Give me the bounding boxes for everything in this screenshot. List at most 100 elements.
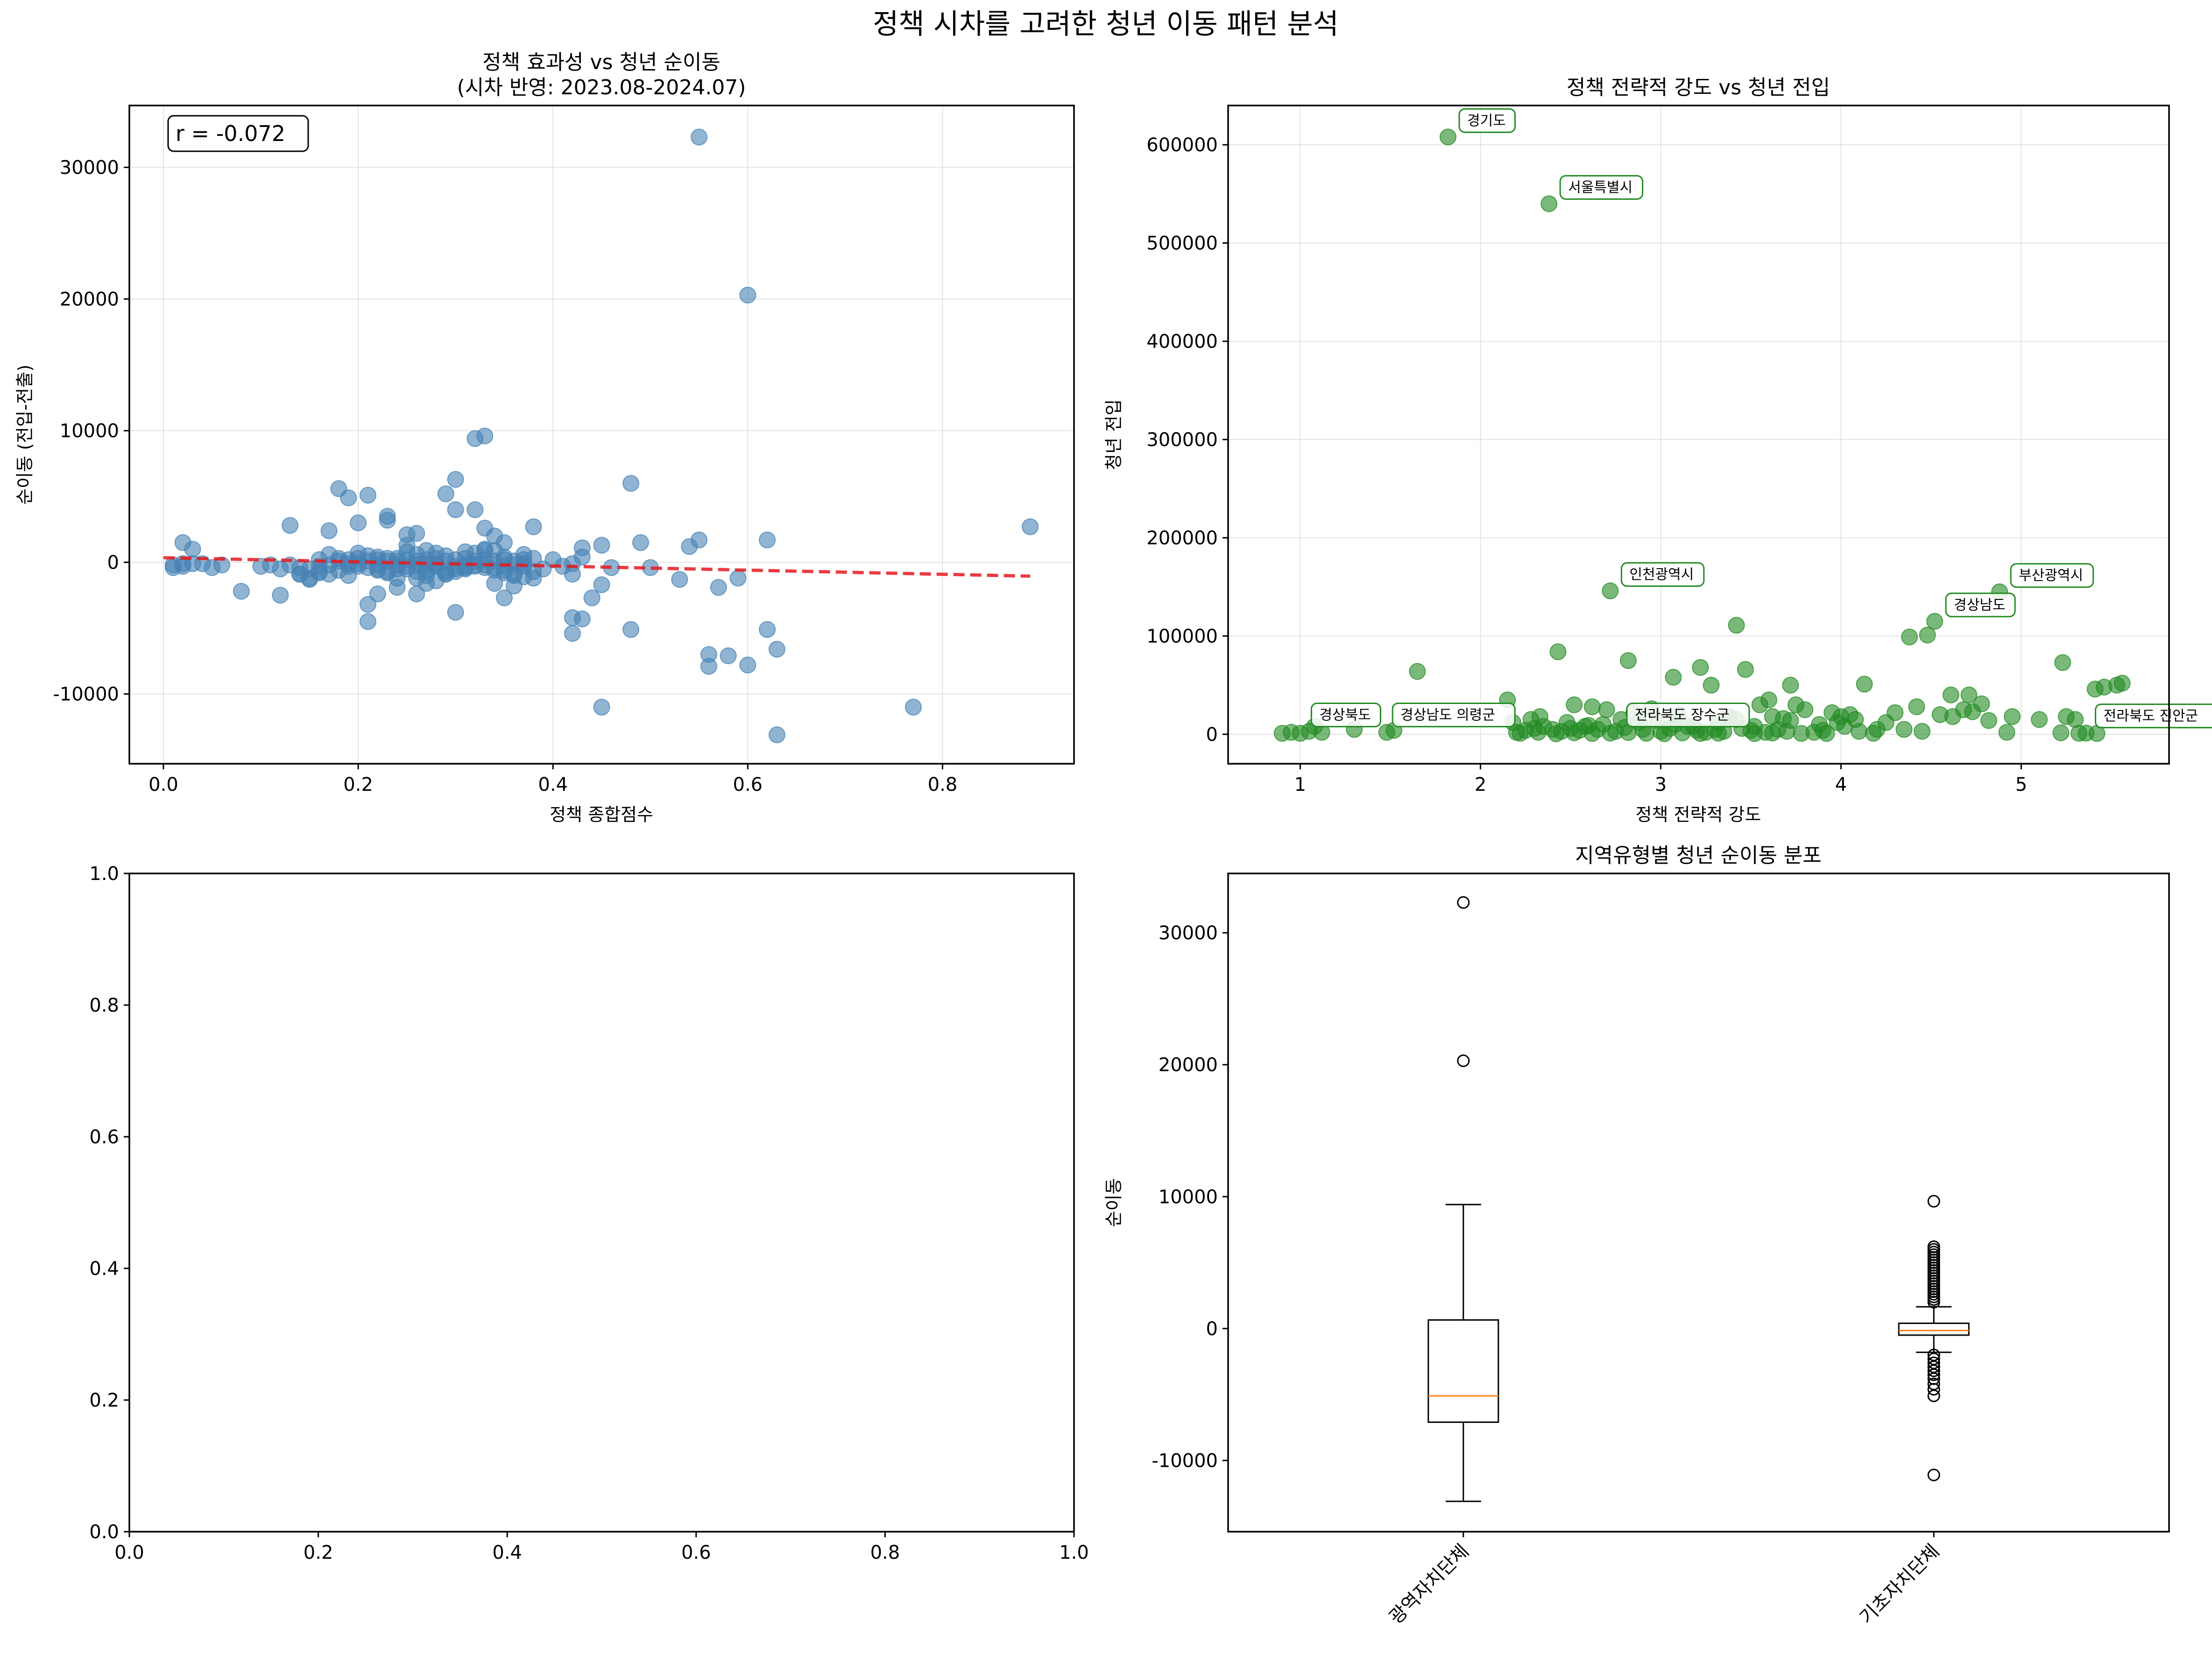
- ax1-point: [447, 471, 464, 488]
- ax1-point: [233, 583, 250, 600]
- box-outlier: [1457, 1054, 1470, 1067]
- panel-policy-score-vs-net-migration: 0.0 0.2 0.4 0.6 0.8 -10000 0 10000 20000 30000 정책…: [14, 50, 1075, 825]
- ax2-y-tick-label: 300000: [1146, 429, 1218, 451]
- ax2-annotation-box: [1620, 562, 1705, 587]
- ax2-point: [1746, 725, 1763, 742]
- ax1-point: [632, 534, 649, 551]
- ax1-point: [379, 512, 396, 529]
- ax1-point: [437, 485, 454, 502]
- ax1-point: [447, 604, 464, 621]
- ax2-annotation-label: 전라북도 진안군: [2104, 708, 2198, 725]
- ax2-point: [1409, 663, 1426, 680]
- ax1-point: [359, 486, 376, 504]
- ax1-x-tick-label: 0.2: [343, 774, 373, 795]
- box-outlier: [1457, 896, 1470, 909]
- ax2-annotation-label: 서울특별시: [1568, 179, 1632, 196]
- ax1-point: [466, 430, 484, 447]
- ax2-y-tick-label: 500000: [1146, 233, 1218, 254]
- ax2-point: [1728, 617, 1745, 634]
- ax1-point: [1022, 518, 1039, 535]
- ax1-point: [495, 589, 513, 606]
- ax1-point: [564, 625, 581, 642]
- ax2-point: [1796, 701, 1814, 718]
- ax1-point: [720, 647, 737, 664]
- ax1-trend-line: [163, 556, 1031, 578]
- figure-title: 정책 시차를 고려한 청년 이동 패턴 분석: [873, 8, 1339, 41]
- ax1-x-label: 정책 종합점수: [550, 804, 653, 825]
- ax2-annotation-box: [1945, 592, 2016, 618]
- ax1-point: [729, 570, 747, 587]
- ax2-point: [1583, 698, 1601, 715]
- ax2-point: [1541, 195, 1558, 212]
- ax1-point: [583, 589, 601, 606]
- ax2-point: [1692, 659, 1709, 676]
- box-outlier: [1927, 1364, 1940, 1377]
- ax3-y-tick-label: 0.4: [89, 1258, 119, 1280]
- box-outlier: [1927, 1468, 1940, 1481]
- ax2-point: [1919, 626, 1936, 644]
- ax1-point: [320, 522, 338, 539]
- ax4-y-tick-label: 0: [1206, 1318, 1218, 1340]
- ax1-point: [691, 531, 708, 549]
- ax4-y-tick-label: 30000: [1159, 922, 1218, 944]
- box-outlier: [1927, 1368, 1940, 1381]
- ax1-point: [768, 640, 785, 658]
- ax1-frame: [128, 105, 1075, 765]
- ax2-point: [1703, 676, 1720, 694]
- ax1-point: [739, 287, 756, 304]
- ax1-correlation-annotation: r = -0.072: [176, 121, 285, 146]
- ax3-y-tick-label: 0.0: [89, 1521, 119, 1543]
- ax2-point: [1549, 643, 1567, 661]
- ax1-title-line1: 정책 효과성 vs 청년 순이동: [482, 50, 721, 74]
- ax1-x-tick-label: 0.4: [538, 774, 568, 795]
- ax1-point: [398, 536, 416, 554]
- ax4-boxes: [1428, 896, 1970, 1502]
- ax2-annotation-label: 경상남도: [1954, 597, 2005, 613]
- ax2-point: [1764, 725, 1781, 742]
- ax3-x-tick-label: 1.0: [1059, 1542, 1089, 1563]
- ax1-point: [213, 556, 231, 574]
- ax1-point: [593, 698, 610, 716]
- ax2-annotation-box: [1559, 175, 1644, 200]
- ax2-y-label: 청년 전입: [1103, 399, 1124, 470]
- ax1-point: [905, 698, 922, 716]
- ax4-frame: [1227, 873, 2170, 1533]
- ax2-point: [1964, 703, 1981, 720]
- ax2-annotation-label: 경상북도: [1319, 707, 1371, 724]
- ax1-point: [525, 518, 542, 535]
- ax1-ticks: 0.0 0.2 0.4 0.6 0.8 -10000 0 10000 20000 30000: [53, 157, 957, 795]
- ax2-point: [1665, 669, 1682, 686]
- ax1-point: [320, 565, 338, 583]
- ax2-title: 정책 전략적 강도 vs 청년 전입: [1567, 76, 1830, 99]
- ax2-point: [1818, 725, 1835, 742]
- ax1-point: [418, 567, 435, 584]
- ax1-point: [359, 596, 376, 613]
- ax2-point: [2031, 711, 2048, 728]
- ax2-point: [1602, 725, 1619, 742]
- ax4-y-label: 순이동: [1103, 1178, 1124, 1227]
- ax3-frame: [128, 873, 1075, 1533]
- ax2-point: [1598, 701, 1615, 718]
- ax2-ticks: 1 2 3 4 5 0 100000 200000 300000 400000 500000 6000…: [1146, 134, 2027, 795]
- ax1-point: [768, 726, 785, 743]
- ax2-annotation-label: 경상남도 의령군: [1400, 707, 1495, 724]
- ax1-point: [350, 514, 367, 531]
- ax2-annotation-box: [1310, 703, 1381, 728]
- ax2-annotation-label: 인천광역시: [1629, 567, 1694, 583]
- ax2-point: [1583, 725, 1601, 742]
- ax2-point: [1656, 725, 1673, 742]
- ax2-y-tick-label: 0: [1206, 724, 1218, 746]
- ax1-point: [739, 656, 756, 674]
- ax1-point: [710, 579, 727, 596]
- ax2-x-tick-label: 5: [2015, 774, 2027, 795]
- ax2-point: [1914, 723, 1931, 740]
- ax2-annotation-box: [2010, 563, 2094, 588]
- ax2-point: [1566, 724, 1583, 741]
- ax2-annotation-label: 부산광역시: [2019, 568, 2083, 584]
- box-outlier: [1927, 1295, 1940, 1309]
- box-body: [1898, 1323, 1970, 1336]
- ax1-x-tick-label: 0.0: [148, 774, 178, 795]
- ax4-y-tick-label: 10000: [1159, 1186, 1218, 1208]
- ax1-point: [593, 536, 610, 554]
